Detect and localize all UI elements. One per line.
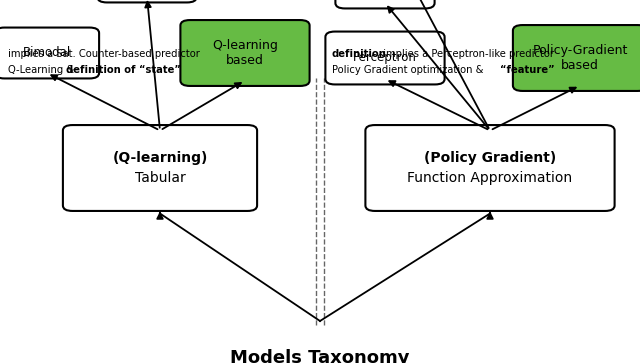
Text: Policy Gradient optimization &: Policy Gradient optimization & [332, 65, 486, 75]
Text: Function Approximation: Function Approximation [408, 171, 573, 185]
Text: Policy-Gradient
based: Policy-Gradient based [532, 44, 628, 72]
FancyBboxPatch shape [513, 25, 640, 91]
FancyBboxPatch shape [0, 28, 99, 78]
FancyBboxPatch shape [325, 32, 445, 85]
Text: Q-Learning &: Q-Learning & [8, 65, 77, 75]
Text: definition: definition [332, 49, 387, 59]
Text: definition of “state”: definition of “state” [66, 65, 181, 75]
Text: Bimodal: Bimodal [23, 46, 71, 60]
Text: implies a Sat. Counter-based predictor: implies a Sat. Counter-based predictor [8, 49, 200, 59]
Text: Tabular: Tabular [134, 171, 186, 185]
Text: implies a Perceptron-like predictor: implies a Perceptron-like predictor [380, 49, 554, 59]
FancyBboxPatch shape [335, 0, 435, 8]
Text: Models Taxonomy: Models Taxonomy [230, 349, 410, 363]
FancyBboxPatch shape [63, 125, 257, 211]
Text: Perceptron: Perceptron [353, 52, 417, 65]
Text: Q-learning
based: Q-learning based [212, 39, 278, 67]
FancyBboxPatch shape [365, 125, 614, 211]
Text: “feature”: “feature” [500, 65, 555, 75]
Text: (Policy Gradient): (Policy Gradient) [424, 151, 556, 165]
FancyBboxPatch shape [97, 0, 196, 3]
Text: (Q-learning): (Q-learning) [112, 151, 208, 165]
FancyBboxPatch shape [180, 20, 310, 86]
